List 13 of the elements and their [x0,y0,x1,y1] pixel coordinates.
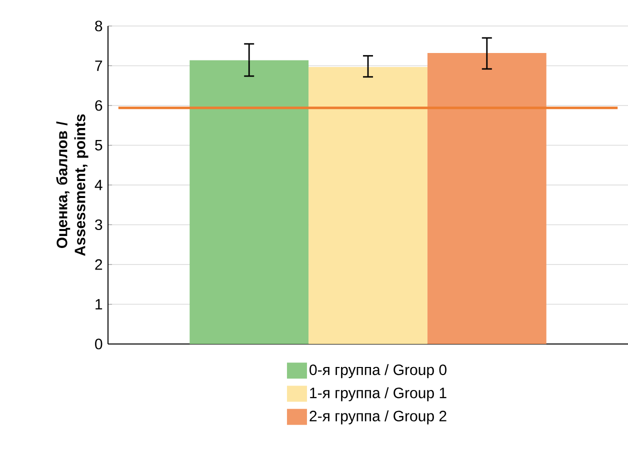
y-tick-label: 1 [96,299,102,310]
y-tick-label: 8 [95,20,102,32]
y-tick-label: 2 [95,259,102,270]
y-tick-label: 3 [95,219,102,230]
y-tick-label: 7 [95,60,102,71]
legend-label: 1-я группа / Group 1 [310,387,446,402]
y-tick-label: 4 [94,180,102,190]
legend-label: 0-я группа / Group 0 [310,364,446,378]
y-tick-label: 0 [95,338,102,350]
legend-label: 2-я группа / Group 2 [310,410,446,424]
y-axis-title: Оценка, баллов / Assessment, points [56,114,88,256]
y-tick-label: 5 [95,140,102,150]
y-tick-label: 6 [95,100,102,111]
